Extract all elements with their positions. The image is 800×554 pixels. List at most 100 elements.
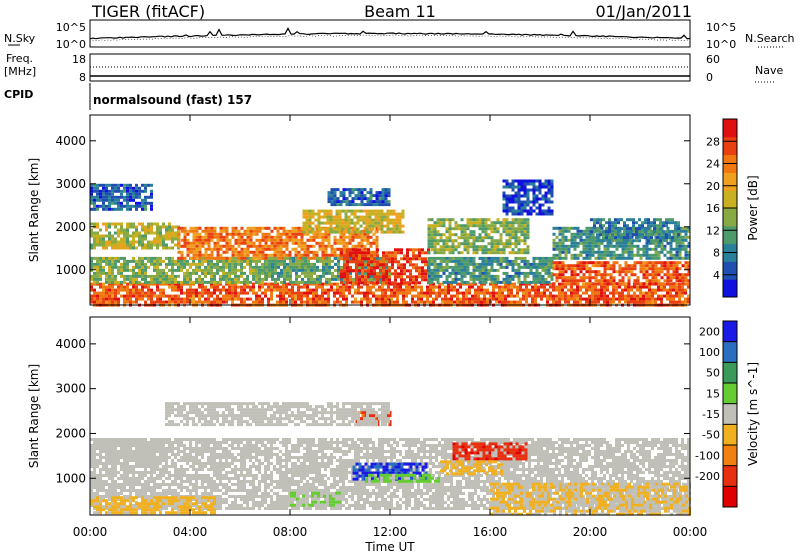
data-cell: [360, 300, 363, 304]
data-cell: [357, 188, 361, 192]
data-cell: [283, 265, 286, 269]
data-cell: [213, 291, 216, 295]
data-cell: [375, 194, 379, 198]
data-cell: [544, 277, 548, 281]
data-cell: [442, 268, 446, 272]
data-cell: [505, 194, 509, 198]
data-cell: [356, 209, 360, 213]
data-cell: [526, 271, 530, 275]
data-cell: [252, 282, 255, 286]
data-cell: [102, 294, 105, 298]
data-cell: [123, 198, 126, 202]
data-cell: [258, 247, 262, 251]
data-cell: [291, 300, 294, 304]
data-cell: [183, 256, 187, 260]
data-cell: [177, 228, 180, 232]
data-cell: [132, 198, 135, 202]
data-cell: [386, 218, 390, 222]
data-cell: [381, 288, 384, 292]
data-cell: [375, 300, 378, 304]
data-cell: [520, 280, 524, 284]
data-cell: [375, 197, 379, 201]
data-cell: [591, 294, 594, 298]
data-cell: [475, 277, 479, 281]
data-cell: [114, 288, 117, 292]
data-cell: [654, 256, 658, 260]
data-cell: [320, 221, 324, 225]
data-cell: [318, 229, 322, 233]
data-cell: [279, 226, 283, 230]
data-cell: [412, 251, 415, 255]
data-cell: [144, 186, 147, 190]
data-cell: [174, 243, 177, 247]
data-cell: [627, 279, 631, 283]
data-cell: [231, 271, 234, 275]
data-cell: [609, 253, 613, 257]
data-cell: [678, 300, 681, 304]
data-cell: [252, 256, 256, 260]
data-cell: [153, 280, 156, 284]
data-cell: [618, 241, 622, 245]
data-cell: [150, 291, 153, 295]
data-cell: [162, 294, 165, 298]
data-cell: [442, 256, 446, 260]
data-cell: [313, 277, 316, 281]
data-cell: [117, 285, 120, 289]
data-cell: [550, 212, 554, 216]
data-cell: [543, 282, 546, 286]
data-cell: [654, 250, 658, 254]
data-cell: [132, 291, 135, 295]
data-cell: [111, 285, 114, 289]
data-cell: [657, 241, 661, 245]
data-cell: [108, 231, 111, 235]
data-cell: [304, 274, 307, 278]
data-cell: [333, 250, 337, 254]
data-cell: [305, 218, 309, 222]
data-cell: [654, 279, 658, 283]
data-cell: [273, 244, 277, 248]
data-cell: [219, 280, 222, 284]
data-cell: [219, 259, 222, 263]
data-cell: [570, 273, 574, 277]
data-cell: [129, 294, 132, 298]
data-cell: [433, 256, 437, 260]
data-cell: [363, 197, 367, 201]
data-cell: [186, 288, 189, 292]
data-cell: [271, 259, 274, 263]
data-cell: [538, 265, 542, 269]
data-cell: [654, 244, 658, 248]
data-cell: [213, 256, 217, 260]
data-cell: [511, 179, 515, 183]
data-cell: [216, 256, 220, 260]
data-cell: [126, 240, 129, 244]
data-cell: [496, 262, 500, 266]
data-cell: [594, 244, 598, 248]
data-cell: [627, 285, 630, 289]
data-cell: [261, 282, 264, 286]
data-cell: [195, 288, 198, 292]
data-cell: [368, 212, 372, 216]
data-cell: [258, 282, 261, 286]
data-cell: [469, 259, 473, 263]
data-cell: [165, 234, 168, 238]
data-cell: [201, 268, 204, 272]
data-cell: [207, 244, 211, 248]
data-cell: [630, 241, 634, 245]
data-cell: [351, 294, 354, 298]
data-cell: [573, 273, 577, 277]
data-cell: [347, 224, 351, 228]
data-cell: [451, 218, 455, 222]
data-cell: [537, 285, 540, 289]
data-cell: [319, 280, 322, 284]
data-cell: [510, 282, 513, 286]
data-cell: [505, 221, 509, 225]
data-cell: [252, 232, 256, 236]
data-cell: [502, 227, 506, 231]
data-cell: [271, 277, 274, 281]
data-cell: [576, 256, 580, 260]
data-cell: [541, 259, 545, 263]
data-cell: [567, 297, 570, 301]
data-cell: [579, 276, 583, 280]
data-cell: [465, 300, 468, 304]
data-cell: [195, 238, 199, 242]
